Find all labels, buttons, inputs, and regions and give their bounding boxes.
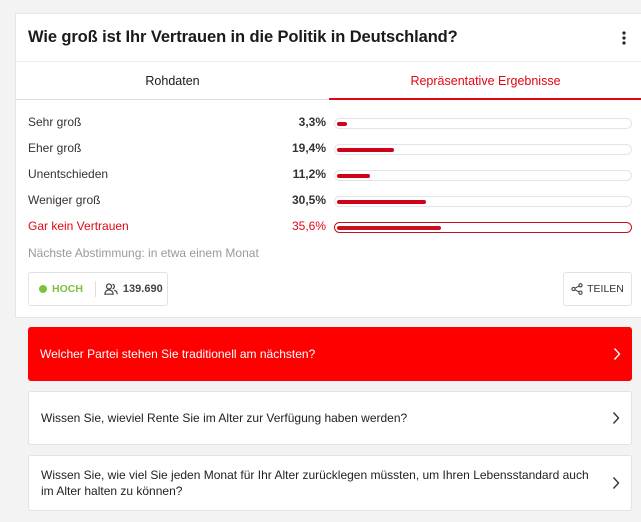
result-percent: 19,4%: [291, 141, 326, 155]
result-bar-fill: [337, 200, 427, 204]
result-bar[interactable]: [334, 118, 632, 129]
poll-title: Wie groß ist Ihr Vertrauen in die Politi…: [28, 28, 458, 46]
related-question-party[interactable]: Welcher Partei stehen Sie traditionell a…: [28, 327, 632, 381]
result-percent: 35,6%: [291, 219, 326, 233]
related-question-text: Welcher Partei stehen Sie traditionell a…: [40, 347, 316, 361]
result-row-weniger-gross: Weniger groß 30,5%: [16, 188, 641, 214]
result-percent: 3,3%: [298, 115, 326, 129]
related-question-text: Wissen Sie, wie viel Sie jeden Monat für…: [41, 468, 589, 498]
level-indicator-dot: [39, 285, 47, 293]
participation-stats: HOCH 139.690: [28, 272, 168, 306]
poll-card: Wie groß ist Ihr Vertrauen in die Politi…: [15, 13, 641, 318]
chevron-right-icon: [612, 412, 620, 425]
result-row-sehr-gross: Sehr groß 3,3%: [16, 110, 641, 136]
result-bar[interactable]: [334, 222, 632, 233]
result-bar-fill: [337, 122, 347, 126]
result-row-eher-gross: Eher groß 19,4%: [16, 136, 641, 162]
share-icon: [571, 283, 583, 295]
result-percent: 30,5%: [291, 193, 326, 207]
participation-level: HOCH: [52, 283, 83, 295]
tab-raw-data[interactable]: Rohdaten: [145, 73, 200, 88]
result-bar[interactable]: [334, 144, 632, 155]
chevron-right-icon: [613, 348, 621, 361]
result-tabs: Rohdaten Repräsentative Ergebnisse: [16, 61, 641, 100]
result-bar-fill: [337, 174, 370, 178]
next-vote-text: Nächste Abstimmung: in etwa einem Monat: [28, 246, 259, 260]
result-row-unentschieden: Unentschieden 11,2%: [16, 162, 641, 188]
result-row-gar-kein-vertrauen: Gar kein Vertrauen 35,6%: [16, 214, 641, 240]
result-bar-fill: [337, 225, 441, 230]
result-label: Unentschieden: [28, 167, 109, 181]
related-question-savings[interactable]: Wissen Sie, wie viel Sie jeden Monat für…: [28, 455, 632, 511]
result-bar[interactable]: [334, 196, 632, 207]
result-label: Gar kein Vertrauen: [28, 219, 129, 233]
chevron-right-icon: [612, 477, 620, 490]
share-button[interactable]: TEILEN: [563, 272, 632, 306]
divider: [94, 281, 96, 297]
tab-representative-results[interactable]: Repräsentative Ergebnisse: [329, 62, 641, 100]
result-label: Sehr groß: [28, 115, 82, 129]
result-percent: 11,2%: [292, 167, 326, 181]
more-options-button[interactable]: [612, 24, 636, 52]
result-label: Eher groß: [28, 141, 82, 155]
share-label: TEILEN: [587, 283, 624, 295]
result-label: Weniger groß: [28, 193, 101, 207]
more-vertical-icon: [622, 31, 626, 45]
result-bar[interactable]: [334, 170, 632, 181]
participant-count: 139.690: [122, 283, 163, 295]
result-bar-fill: [337, 148, 394, 152]
related-question-text: Wissen Sie, wieviel Rente Sie im Alter z…: [41, 411, 408, 425]
related-question-pension[interactable]: Wissen Sie, wieviel Rente Sie im Alter z…: [28, 391, 632, 445]
users-icon: [104, 283, 118, 295]
